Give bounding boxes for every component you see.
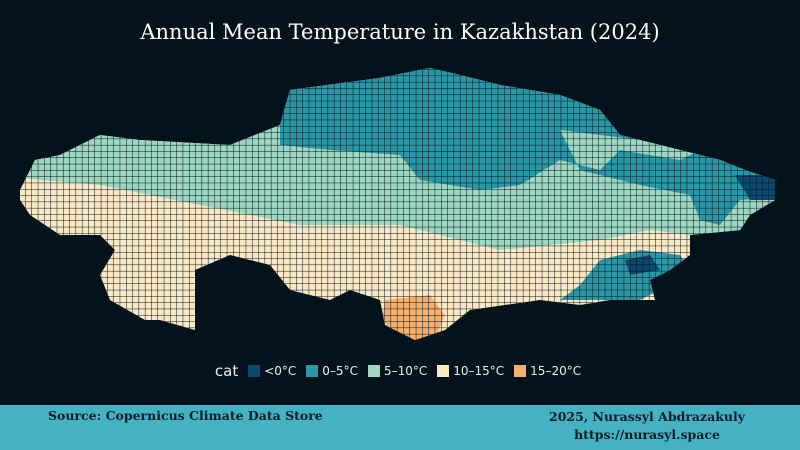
legend-item: 5–10°C (367, 364, 428, 378)
author-url: https://nurasyl.space (574, 427, 720, 442)
map-title: Annual Mean Temperature in Kazakhstan (2… (140, 20, 660, 44)
legend-label: 15–20°C (530, 364, 582, 378)
legend-label: 0–5°C (322, 364, 358, 378)
legend-swatch (248, 365, 261, 377)
temperature-grid-map (20, 68, 775, 340)
footer: Source: Copernicus Climate Data Store 20… (0, 405, 800, 450)
legend-swatch (514, 365, 527, 377)
legend: cat <0°C 0–5°C 5–10°C 10–15°C 15–20°C (0, 362, 800, 380)
legend-item: 15–20°C (514, 364, 581, 378)
legend-label: 10–15°C (453, 364, 505, 378)
legend-label: <0°C (264, 364, 297, 378)
legend-item: <0°C (248, 364, 296, 378)
legend-label: 5–10°C (383, 364, 428, 378)
source-text: Source: Copernicus Climate Data Store (48, 408, 323, 423)
legend-title: cat (214, 362, 239, 380)
legend-swatch (367, 365, 380, 377)
credit-block: 2025, Nurassyl Abdrazakuly https://nuras… (549, 408, 745, 444)
author-credit: 2025, Nurassyl Abdrazakuly (549, 409, 745, 424)
legend-swatch (437, 365, 450, 377)
legend-swatch (306, 365, 319, 377)
legend-item: 0–5°C (306, 364, 358, 378)
legend-item: 10–15°C (437, 364, 504, 378)
